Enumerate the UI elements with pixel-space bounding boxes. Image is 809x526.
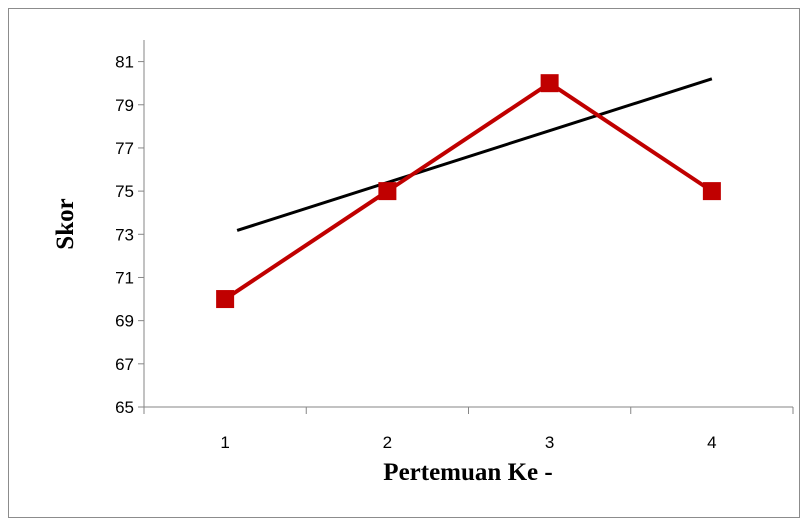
- data-point-marker: [216, 290, 234, 308]
- y-tick-label: 69: [115, 312, 134, 331]
- x-tick-label: 4: [707, 433, 716, 452]
- x-tick-label: 3: [545, 433, 554, 452]
- y-axis-title: Skor: [52, 198, 79, 249]
- y-tick-label: 75: [115, 182, 134, 201]
- trendline-layer: [237, 79, 712, 231]
- x-tick-label: 2: [383, 433, 392, 452]
- y-tick-label: 67: [115, 355, 134, 374]
- data-point-marker: [378, 182, 396, 200]
- x-axis-title: Pertemuan Ke -: [383, 459, 552, 486]
- axes: 65 67 69 71 73 75 77 79 81 1 2 3 4: [115, 40, 793, 452]
- y-tick-label: 73: [115, 225, 134, 244]
- y-tick-label: 65: [115, 398, 134, 417]
- data-point-marker: [703, 182, 721, 200]
- y-tick-label: 71: [115, 268, 134, 287]
- y-tick-label: 77: [115, 139, 134, 158]
- trendline: [237, 79, 712, 231]
- series-layer: [216, 74, 721, 308]
- y-tick-label: 81: [115, 53, 134, 72]
- x-tick-label: 1: [220, 433, 229, 452]
- y-tick-label: 79: [115, 96, 134, 115]
- series-line: [225, 83, 712, 299]
- data-point-marker: [541, 74, 559, 92]
